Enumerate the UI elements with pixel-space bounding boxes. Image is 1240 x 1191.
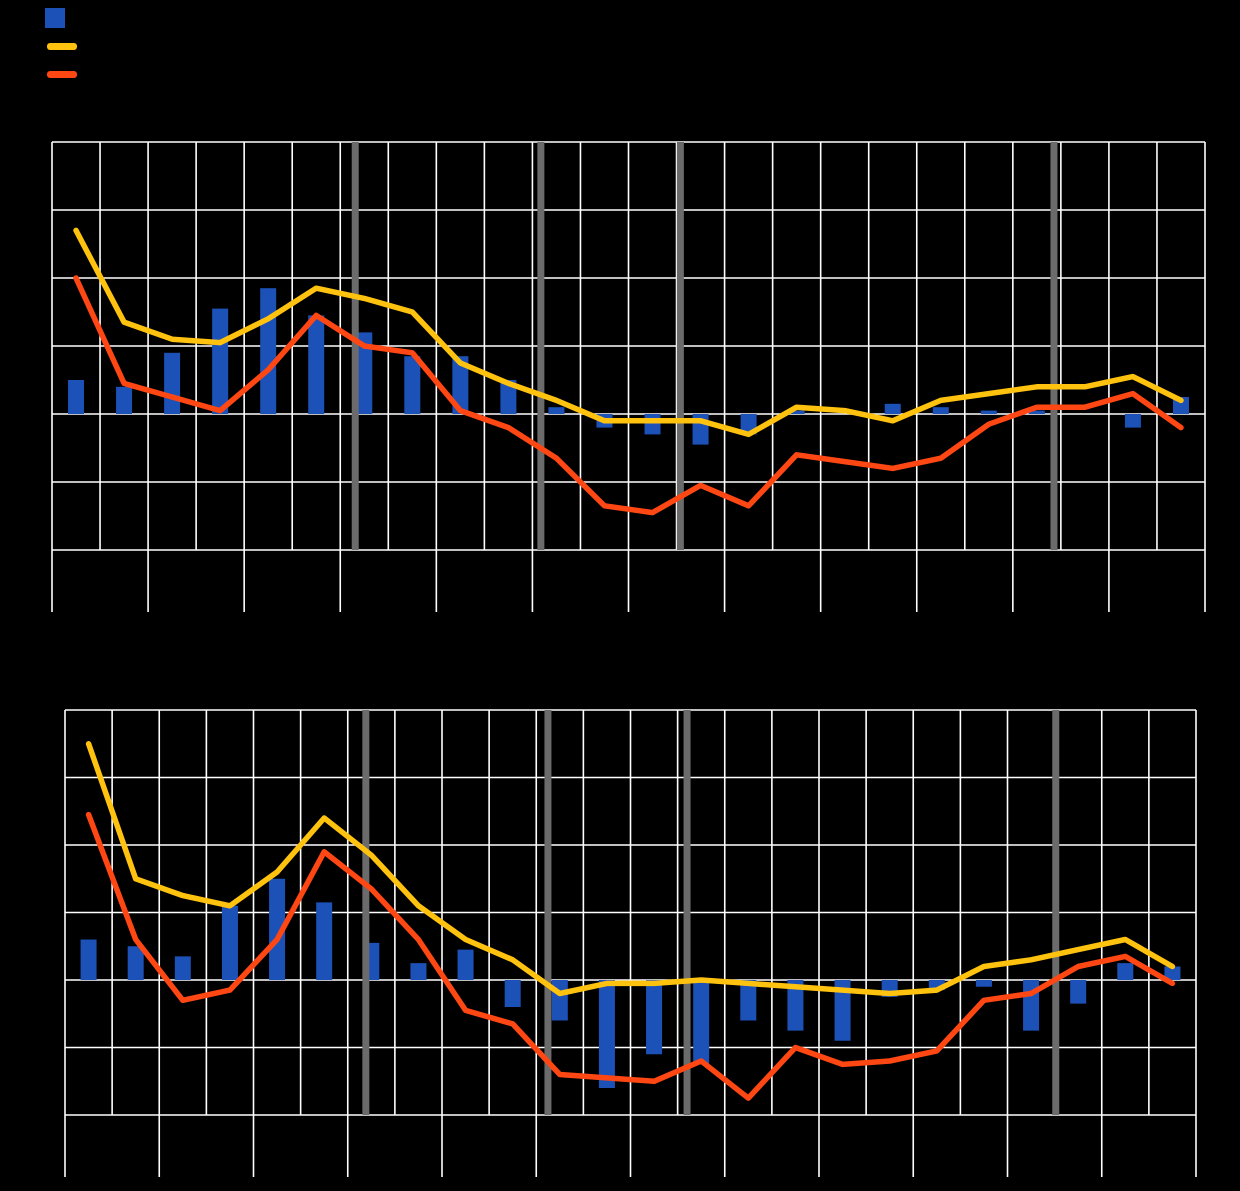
bar-4	[260, 288, 277, 414]
legend-item-bars	[45, 8, 87, 28]
bar-5	[316, 902, 333, 980]
bar-19	[980, 410, 997, 414]
bar-2	[164, 352, 181, 414]
bar-12	[646, 980, 663, 1055]
bar-13	[693, 980, 710, 1065]
bottom-chart-canvas	[64, 709, 1197, 1177]
bar-0	[80, 939, 97, 980]
bar-7	[410, 963, 427, 980]
top-chart-canvas	[51, 141, 1206, 612]
bar-9	[504, 980, 521, 1007]
bar-7	[404, 356, 421, 414]
bar-15	[788, 410, 805, 414]
bar-series-swatch-icon	[45, 8, 65, 28]
bar-6	[356, 332, 373, 414]
bar-20	[1028, 410, 1045, 414]
legend-item-orange-line	[45, 64, 87, 84]
bar-12	[644, 414, 661, 435]
bar-14	[740, 980, 757, 1021]
bar-17	[884, 403, 901, 414]
bar-8	[457, 949, 474, 980]
bar-3	[221, 905, 238, 980]
bar-10	[548, 407, 565, 414]
bar-23	[1164, 966, 1181, 980]
bar-18	[928, 980, 945, 991]
bar-16	[834, 980, 851, 1041]
legend	[45, 8, 87, 84]
legend-item-yellow-line	[45, 36, 87, 56]
bar-19	[975, 980, 992, 987]
yellow-line	[85, 741, 1176, 997]
bar-15	[787, 980, 804, 1031]
bar-3	[212, 308, 229, 414]
bar-22	[1117, 963, 1134, 980]
yellow-line-swatch-icon	[47, 42, 77, 50]
yellow-line	[73, 227, 1184, 438]
bar-1	[116, 386, 133, 414]
bar-4	[269, 878, 286, 980]
bar-2	[174, 956, 191, 980]
bar-8	[452, 356, 469, 414]
bar-18	[932, 407, 949, 414]
bar-5	[308, 315, 325, 414]
bar-9	[500, 380, 517, 414]
bar-22	[1124, 414, 1141, 428]
orange-line	[73, 275, 1184, 516]
bar-21	[1070, 980, 1087, 1004]
bar-10	[551, 980, 568, 1021]
orange-line-swatch-icon	[47, 70, 77, 78]
bar-0	[68, 380, 85, 414]
bar-11	[598, 980, 615, 1088]
bar-1	[127, 946, 144, 980]
orange-line	[85, 811, 1176, 1101]
